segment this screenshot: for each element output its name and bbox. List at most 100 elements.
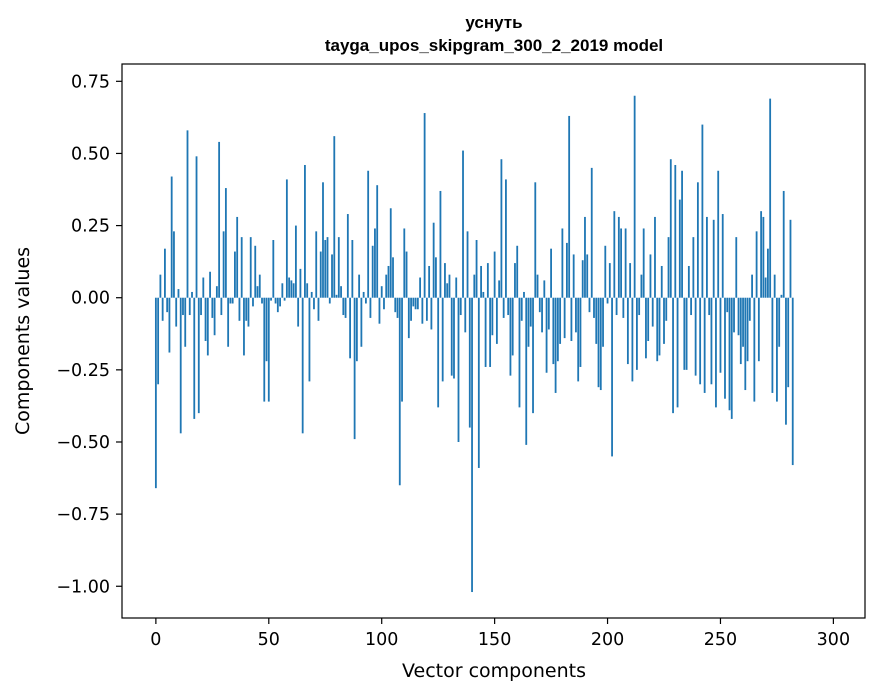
bar [656,297,659,362]
bar [468,297,471,428]
bar [319,251,322,298]
bar [173,231,175,298]
bar [435,257,437,298]
bar [299,268,302,298]
bar [455,277,458,298]
bar [231,297,234,304]
bar [340,286,342,298]
bar [346,214,349,298]
bar [534,182,537,298]
bar [658,297,661,356]
bar [624,228,627,298]
bar [477,297,480,468]
bar [785,297,787,425]
bar [274,297,277,304]
bar [505,179,507,298]
bar [604,245,607,298]
bar [595,297,598,344]
bar [572,254,575,298]
bar [177,289,180,298]
bar [782,190,785,298]
bar [748,297,751,321]
bar [719,297,722,373]
bar [288,277,291,298]
bar [464,297,467,333]
bar [342,297,345,316]
bar [389,208,392,298]
bar [154,297,157,489]
bar [724,297,726,399]
bar [491,297,494,336]
bar [236,216,239,298]
bar [362,291,365,298]
bar [374,228,376,298]
bar [310,291,313,298]
bar [484,297,487,367]
bar [227,297,230,347]
bar [398,297,401,486]
x-tick-label: 0 [150,630,161,650]
chart-subtitle: tayga_upos_skipgram_300_2_2019 model [325,36,663,55]
bar [502,297,505,318]
bar [538,297,541,313]
y-tick-label: 0.75 [71,72,110,92]
bar [579,297,582,367]
bar [710,297,713,385]
x-tick-label: 250 [704,630,737,650]
bar [773,274,776,298]
bar [220,297,223,316]
bar [182,297,184,316]
bar [791,297,794,466]
bar [324,240,327,298]
bar [272,240,275,298]
bar [493,251,496,298]
bar [764,277,767,298]
bar [371,245,374,298]
bar [193,297,196,419]
bar [507,297,510,316]
bar [254,245,257,298]
bar [403,228,406,298]
bar [358,274,361,298]
bar [446,283,449,298]
bar [471,297,473,593]
bar [706,216,708,298]
bar [401,297,403,402]
bar [687,265,690,298]
bar [306,283,309,298]
bar [462,150,464,298]
bar [690,297,693,316]
bar [209,271,211,298]
bar [290,280,293,298]
bar [184,297,187,347]
bar [423,113,426,298]
bar [642,228,645,298]
bar [717,170,720,298]
bar [331,254,333,298]
bar [222,231,225,298]
bar [760,211,763,298]
bar [161,297,164,321]
bar [669,159,672,298]
bar [651,297,654,327]
bar [204,297,207,341]
bar [258,274,261,298]
bar [617,216,620,298]
bar [457,297,460,442]
bar [683,297,686,370]
bar [453,297,455,379]
bar [715,297,717,408]
bar [444,263,446,298]
bar [606,297,609,304]
bar [516,245,519,298]
bar [757,297,760,362]
bar [663,297,665,344]
bar [645,297,647,359]
bar [265,297,268,362]
bar [249,237,252,298]
bar [563,297,566,339]
bar [297,297,300,327]
y-tick-label: −1.00 [56,577,110,597]
bar [486,263,489,298]
bar [523,291,525,298]
